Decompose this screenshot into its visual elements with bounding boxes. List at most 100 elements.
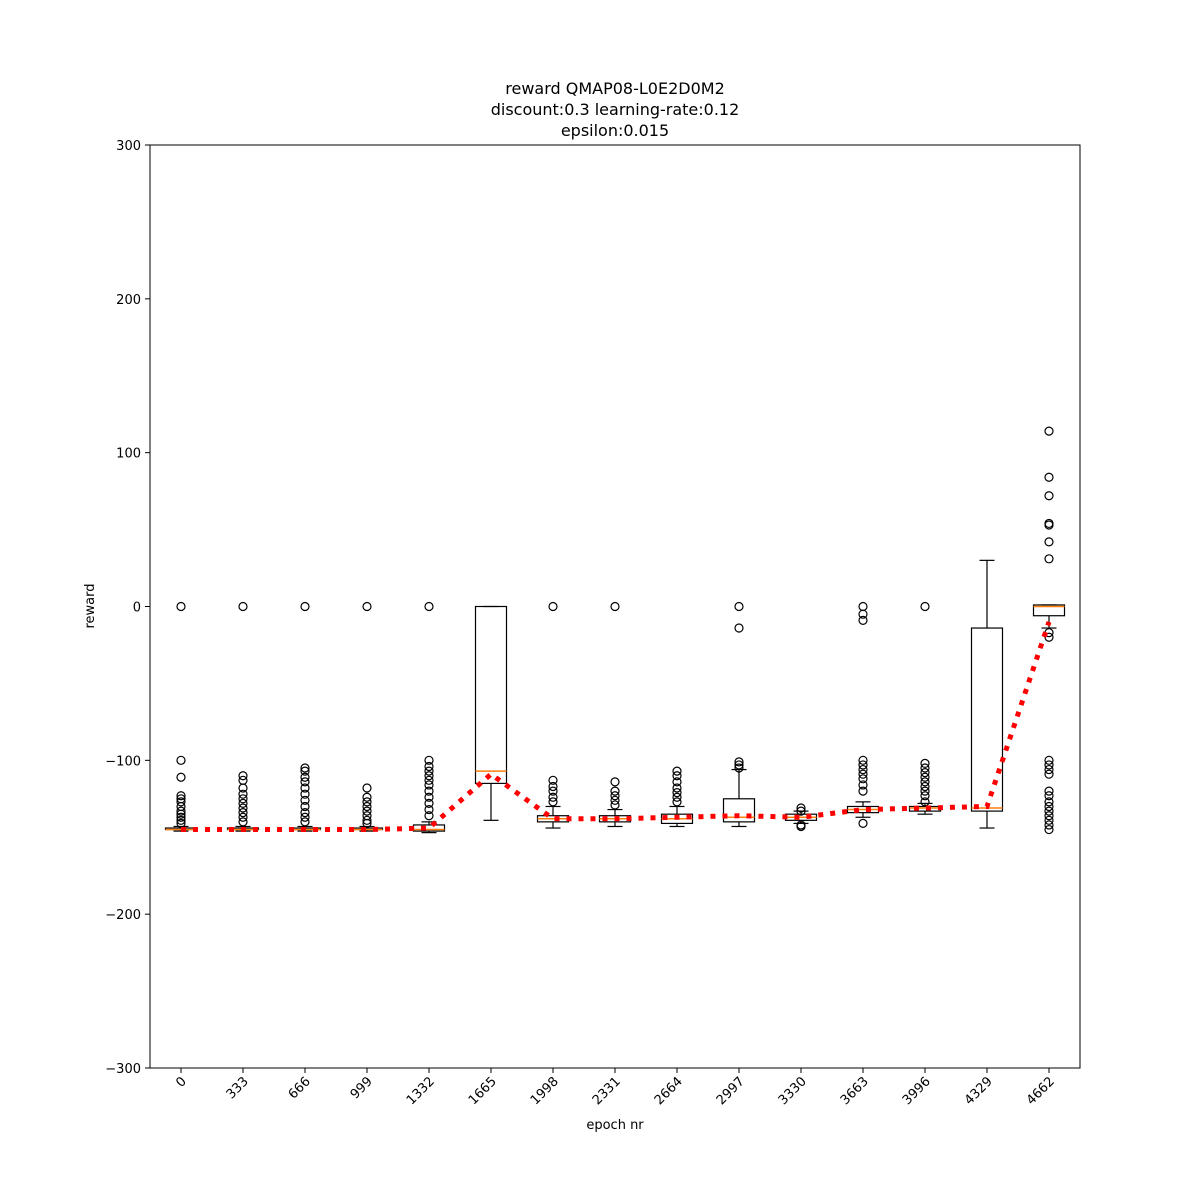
outlier [424,775,434,785]
outlier [734,757,744,767]
outlier [1044,797,1054,807]
outlier [858,780,868,790]
outlier [796,803,806,813]
outlier [920,791,930,801]
outlier [176,806,186,816]
title-line: epsilon:0.015 [561,121,669,140]
outlier [610,791,620,801]
outlier [362,792,372,802]
outlier [424,771,434,781]
outlier [424,804,434,815]
outlier [920,781,930,792]
outlier [1044,786,1054,796]
outlier [424,780,434,790]
box [970,627,1004,812]
outlier [1044,824,1054,835]
x-tick-label: 999 [348,1074,376,1102]
outlier [176,797,186,807]
outlier [176,772,186,782]
y-tick-label: −300 [105,1062,141,1077]
outlier [920,601,930,612]
outlier [920,777,930,787]
outlier [238,775,248,785]
y-axis-label: reward [83,583,98,628]
outlier [610,795,620,805]
x-tick-label: 3330 [776,1074,810,1108]
outlier [548,786,558,796]
outlier [548,781,558,792]
outlier [238,783,248,793]
title-line: discount:0.3 learning-rate:0.12 [491,100,740,119]
outlier [858,601,868,612]
y-tick-label: −100 [105,754,141,769]
y-tick-label: 200 [116,293,141,308]
outlier [672,777,682,787]
outlier [362,806,372,816]
outlier [548,601,558,612]
outlier [238,794,248,804]
outlier [362,811,372,821]
outlier [548,775,558,785]
x-tick-label: 333 [224,1074,252,1102]
outlier [1044,632,1054,642]
outlier [858,818,868,829]
outlier [672,783,682,793]
x-tick-label: 1665 [466,1074,500,1108]
box [474,605,508,785]
outlier [610,777,620,787]
outlier [424,761,434,772]
outlier [362,815,372,825]
outlier [796,806,806,816]
outlier [300,801,310,812]
outlier [176,809,186,819]
outlier [300,812,310,822]
outlier [858,615,868,625]
outlier [920,786,930,796]
outlier [672,792,682,802]
outlier [424,601,434,612]
x-tick-label: 1332 [404,1074,438,1108]
outlier [238,812,248,822]
y-tick-label: 300 [116,139,141,154]
outlier [238,803,248,813]
outlier [1044,801,1054,812]
outlier [300,808,310,818]
outlier [424,766,434,776]
y-tick-label: 0 [133,601,141,616]
outlier [1044,760,1054,770]
outlier [610,601,620,612]
outlier [1044,472,1054,482]
outlier [1044,769,1054,779]
x-tick-label: 2331 [590,1074,624,1108]
outlier [424,755,434,765]
outlier [300,772,310,782]
outlier [734,763,744,773]
outlier [238,771,248,781]
outlier [362,797,372,807]
outlier [300,601,310,612]
outlier [1044,764,1054,775]
plot-frame [149,144,1081,1069]
outlier [920,763,930,773]
outlier [672,766,682,776]
x-tick-label: 3996 [900,1074,934,1108]
outlier [548,797,558,807]
outlier [300,783,310,793]
outlier [920,768,930,778]
outlier [362,601,372,612]
outlier [238,601,248,612]
outlier [1044,791,1054,801]
outlier [238,789,248,799]
outlier [424,792,434,802]
outlier [362,818,372,829]
outlier [610,786,620,796]
x-tick-label: 4329 [962,1074,996,1108]
outlier [858,769,868,779]
y-tick-label: −200 [105,908,141,923]
outlier [238,798,248,809]
outlier [300,763,310,773]
outlier [1044,537,1054,547]
outlier [1044,520,1054,530]
outlier [920,772,930,782]
